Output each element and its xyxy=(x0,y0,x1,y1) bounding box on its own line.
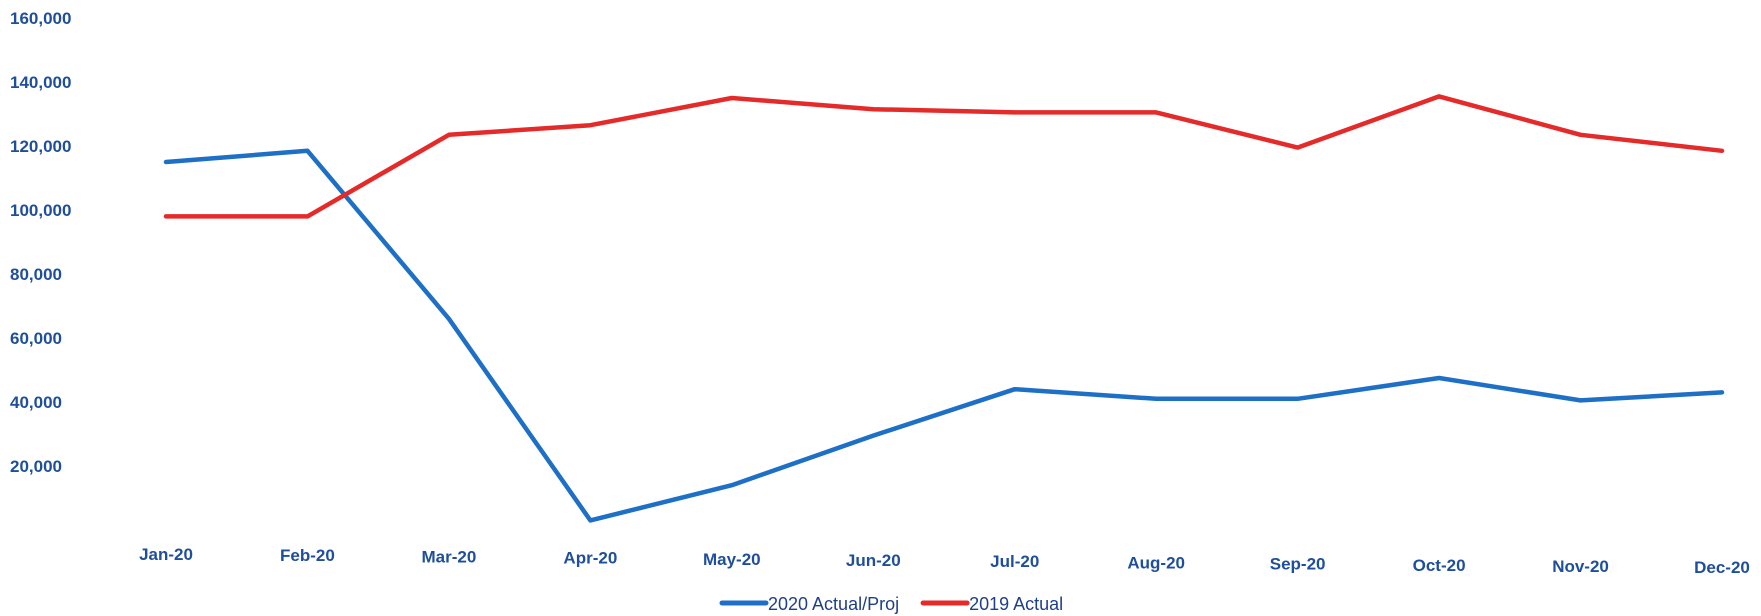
x-tick-label: Sep-20 xyxy=(1270,555,1326,574)
x-axis-ticks: Jan-20 Feb-20 Mar-20 Apr-20 May-20 Jun-20 Jul-… xyxy=(139,545,1750,577)
x-tick-label: Jan-20 xyxy=(139,545,193,564)
x-tick-label: Dec-20 xyxy=(1694,558,1750,577)
y-axis-ticks: 160,000 140,000 120,000 100,000 80,000 60,000… xyxy=(10,9,71,476)
x-tick-label: Jul-20 xyxy=(990,552,1039,571)
legend-label-0: 2020 Actual/Proj xyxy=(768,594,899,614)
x-tick-label: Feb-20 xyxy=(280,546,335,565)
y-tick-label: 60,000 xyxy=(10,329,62,348)
y-tick-label: 20,000 xyxy=(10,457,62,476)
x-tick-label: Jun-20 xyxy=(846,551,901,570)
y-tick-label: 160,000 xyxy=(10,9,71,28)
x-tick-label: May-20 xyxy=(703,550,761,569)
x-tick-label: Nov-20 xyxy=(1552,557,1609,576)
series-line-1 xyxy=(163,94,1725,219)
legend-label-1: 2019 Actual xyxy=(969,594,1063,614)
series-lines xyxy=(163,94,1725,523)
y-tick-label: 120,000 xyxy=(10,137,71,156)
x-tick-label: Oct-20 xyxy=(1413,556,1466,575)
y-tick-label: 100,000 xyxy=(10,201,71,220)
series-line-0 xyxy=(163,148,1725,523)
y-tick-label: 40,000 xyxy=(10,393,62,412)
x-tick-label: Apr-20 xyxy=(563,549,617,568)
x-tick-label: Aug-20 xyxy=(1127,553,1185,572)
legend: 2020 Actual/Proj 2019 Actual xyxy=(719,594,1063,614)
y-tick-label: 140,000 xyxy=(10,73,71,92)
y-tick-label: 80,000 xyxy=(10,265,62,284)
x-tick-label: Mar-20 xyxy=(422,547,477,566)
